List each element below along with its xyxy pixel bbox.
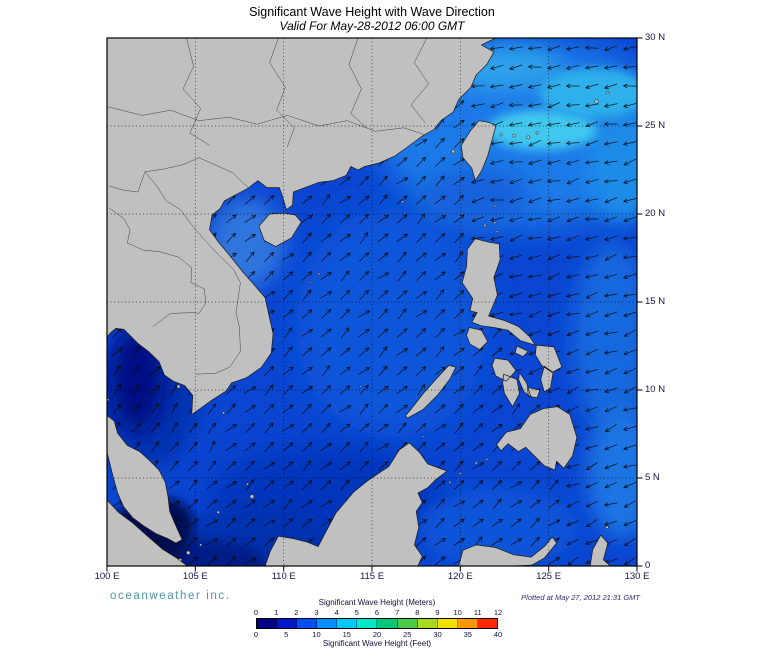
lat-tick-label: 5 N [645, 472, 660, 483]
meters-tick: 2 [294, 608, 299, 617]
meters-tick: 10 [453, 608, 462, 617]
feet-tick: 15 [342, 630, 351, 639]
legend-feet-title: Significant Wave Height (Feet) [322, 639, 432, 648]
lat-tick-label: 20 N [645, 208, 666, 219]
meters-tick: 5 [354, 608, 359, 617]
feet-tick: 30 [433, 630, 442, 639]
lat-tick-label: 15 N [645, 296, 666, 307]
lon-tick-label: 110 E [271, 571, 296, 582]
meters-tick: 1 [274, 608, 279, 617]
feet-tick: 5 [284, 630, 289, 639]
feet-tick: 25 [403, 630, 412, 639]
lat-tick-label: 0 [645, 560, 651, 571]
colorbar-segment [357, 619, 378, 628]
lon-tick-label: 115 E [359, 571, 385, 582]
legend-feet-ticks: 0 5 10 15 20 25 30 35 40 [253, 630, 502, 639]
colorbar-segment [457, 619, 478, 628]
feet-tick: 35 [463, 630, 472, 639]
colorbar-segment [297, 619, 318, 628]
colorbar-segment [257, 619, 278, 628]
meters-tick: 7 [395, 608, 400, 617]
meters-tick: 12 [493, 608, 503, 617]
lon-tick-label: 125 E [536, 571, 562, 582]
lon-tick-label: 105 E [182, 571, 208, 582]
colorbar [256, 618, 498, 629]
colorbar-segment [377, 619, 398, 628]
colorbar-segment [417, 619, 438, 628]
lat-tick-label: 10 N [645, 384, 666, 395]
feet-tick: 40 [493, 630, 503, 639]
meters-tick: 6 [374, 608, 380, 617]
colorbar-segment [437, 619, 458, 628]
lat-tick-label: 25 N [645, 120, 666, 131]
colorbar-segment [277, 619, 298, 628]
plotted-timestamp: Plotted at May 27, 2012 21:31 GMT [521, 593, 640, 602]
oceanweather-logo-text: oceanweather inc. [110, 590, 231, 602]
wave-height-map [106, 37, 643, 572]
colorbar-segment [477, 619, 497, 628]
meters-tick: 3 [314, 608, 319, 617]
valid-time-subtitle: Valid For May-28-2012 06:00 GMT [279, 19, 465, 33]
meters-tick: 8 [415, 608, 420, 617]
legend-meters-ticks: 0 1 2 3 4 5 6 7 8 9 10 11 12 [253, 608, 502, 617]
colorbar-segment [317, 619, 338, 628]
lon-tick-label: 100 E [94, 571, 120, 582]
feet-tick: 10 [312, 630, 321, 639]
lon-tick-label: 120 E [447, 571, 473, 582]
feet-tick: 20 [372, 630, 382, 639]
feet-tick: 0 [253, 630, 259, 639]
legend-meters-title: Significant Wave Height (Meters) [318, 598, 436, 607]
lon-tick-label: 130 E [624, 571, 650, 582]
meters-tick: 0 [253, 608, 259, 617]
page-title: Significant Wave Height with Wave Direct… [249, 5, 495, 19]
colorbar-segment [397, 619, 418, 628]
meters-tick: 11 [473, 608, 482, 617]
lat-tick-label: 30 N [645, 32, 666, 43]
meters-tick: 4 [334, 608, 339, 617]
colorbar-segment [337, 619, 358, 628]
meters-tick: 9 [435, 608, 440, 617]
